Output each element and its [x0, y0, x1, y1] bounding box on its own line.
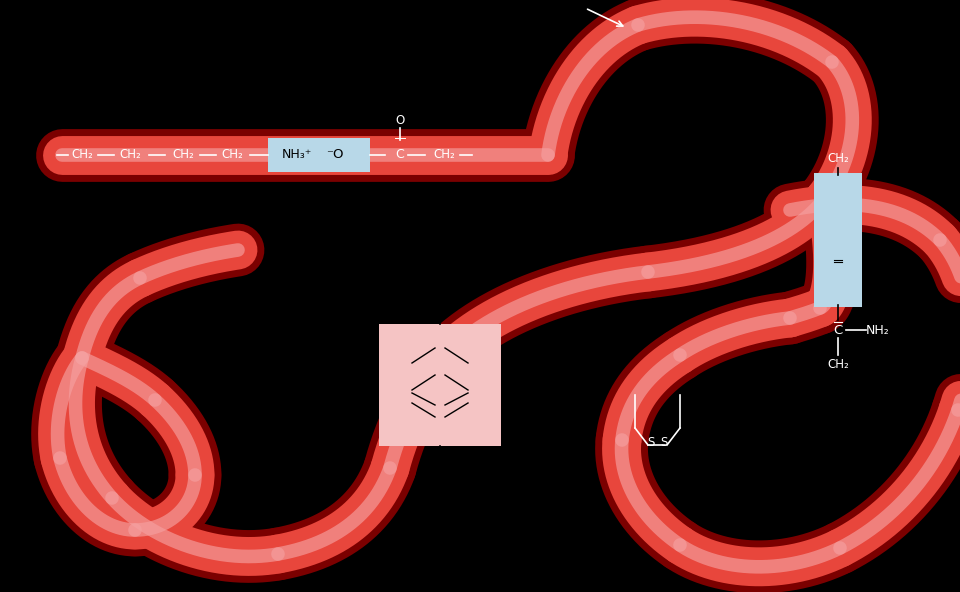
Text: CH₂: CH₂	[828, 358, 849, 371]
Text: CH: CH	[430, 416, 450, 430]
Text: CH₂: CH₂	[119, 149, 141, 162]
FancyBboxPatch shape	[814, 173, 862, 307]
Text: O: O	[396, 114, 404, 127]
Text: NH₂: NH₂	[866, 323, 890, 336]
Text: CH₂: CH₂	[71, 149, 93, 162]
Text: •: •	[832, 208, 844, 228]
Text: S: S	[647, 436, 655, 449]
Text: CH: CH	[430, 336, 450, 350]
Text: H₃C: H₃C	[396, 363, 420, 377]
Text: CH₃: CH₃	[461, 391, 484, 404]
Text: S: S	[660, 436, 668, 449]
Text: CH₂: CH₂	[433, 149, 455, 162]
Text: H₃C: H₃C	[396, 391, 420, 404]
Text: CH₂: CH₂	[828, 152, 849, 165]
FancyBboxPatch shape	[268, 138, 370, 172]
Text: OH: OH	[828, 186, 849, 200]
FancyBboxPatch shape	[379, 324, 501, 446]
Text: C: C	[833, 323, 843, 336]
Text: ⁻O: ⁻O	[326, 149, 344, 162]
Text: CH₂: CH₂	[221, 149, 243, 162]
Text: O: O	[832, 244, 844, 259]
Text: CH₃: CH₃	[461, 363, 484, 377]
Text: C: C	[396, 149, 404, 162]
Text: •: •	[832, 224, 844, 244]
Text: CH₂: CH₂	[172, 149, 194, 162]
Text: NH₃⁺: NH₃⁺	[281, 149, 312, 162]
